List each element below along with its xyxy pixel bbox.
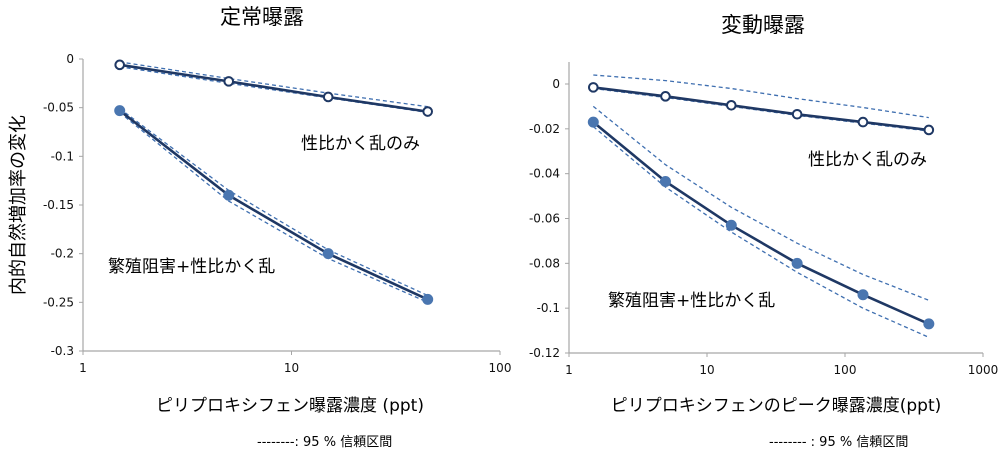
data-point-open [322,91,334,103]
data-point-open [857,116,869,128]
x-tick-label: 1 [565,363,573,377]
data-point-open [923,124,935,136]
ci-lower-line [119,111,428,303]
data-point-open [791,108,803,120]
series-lines [592,86,930,326]
series-line [118,109,429,301]
data-point-filled [223,189,235,201]
y-tick-label: -0.02 [529,122,560,136]
y-tick-label: -0.15 [43,198,74,212]
series-line [593,86,929,132]
y-tick-label: -0.12 [529,346,560,360]
y-tick-label: -0.1 [51,149,74,163]
ci-legend: -------- : 95 % 信頼区間 [769,435,908,450]
y-tick-label: -0.1 [537,301,560,315]
data-point-open [660,91,671,102]
chart-title: 変動曝露 [721,13,805,37]
y-tick-label: -0.04 [529,167,560,181]
data-point-filled [659,176,671,188]
x-axis-label: ピリプロキシフェンのピーク曝露濃度(ppt) [611,396,942,416]
chart-fluctuating-exposure: 変動曝露 0 -0.02 -0.04 -0.06 -0.08 -0.1 -0.12 1 10 10… [529,13,998,450]
y-tick-label: 0 [552,77,560,91]
data-point-filled [923,318,935,330]
y-tick-label: -0.08 [529,256,560,270]
data-point-open [223,76,235,87]
data-point-open [114,59,126,71]
ci-lower-line [592,126,930,338]
data-point-filled [791,257,803,269]
series-lines [118,63,429,301]
y-tick-label: -0.05 [43,101,74,115]
data-point-filled [725,219,737,231]
data-point-filled [114,105,126,117]
annotation-reproduction-and-sex-ratio: 繁殖阻害+性比かく乱 [108,257,275,277]
y-tick-label: -0.2 [51,247,74,261]
y-tick-label: -0.25 [43,295,74,309]
ci-upper-line [119,61,428,108]
annotation-reproduction-and-sex-ratio: 繁殖阻害+性比かく乱 [608,291,775,311]
x-tick-label: 100 [834,363,857,377]
data-point-filled [422,293,434,305]
series-markers [587,82,935,330]
x-tick-label: 1 [79,361,87,375]
series-markers [114,59,434,305]
y-axis-label: 内的自然増加率の変化 [8,115,29,295]
data-point-open [422,106,433,117]
x-tick-label: 1000 [968,363,999,377]
ci-upper-line [592,105,930,301]
data-point-open [726,99,737,111]
chart-title: 定常曝露 [220,5,304,29]
data-point-open [588,82,599,93]
ci-legend: --------: 95 % 信頼区間 [257,435,392,450]
annotation-sex-ratio-only: 性比かく乱のみ [808,150,927,170]
ci-upper-line [593,74,929,119]
series-line [119,63,428,113]
axes: 0 -0.02 -0.04 -0.06 -0.08 -0.1 -0.12 1 10 100 1000 [529,62,998,377]
x-axis-label: ピリプロキシフェン曝露濃度 (ppt) [156,396,424,416]
annotation-sex-ratio-only: 性比かく乱のみ [301,134,420,154]
y-tick-label: -0.3 [51,344,74,358]
data-point-filled [857,289,869,301]
y-tick-label: 0 [66,52,74,66]
y-tick-label: -0.06 [529,212,560,226]
chart-steady-exposure: 定常曝露 0-0.05-0.1-0.15-0.2-0.25-0.31 10 100 … [43,5,512,450]
x-tick-label: 10 [284,361,299,375]
x-tick-label: 10 [699,363,714,377]
data-point-filled [587,116,599,128]
data-point-filled [322,248,334,260]
series-line [592,121,930,326]
axes: 0 -0.05 -0.1 -0.15 -0.2 -0.25 -0.3 1 10 100 [43,52,512,375]
x-tick-label: 100 [489,361,512,375]
